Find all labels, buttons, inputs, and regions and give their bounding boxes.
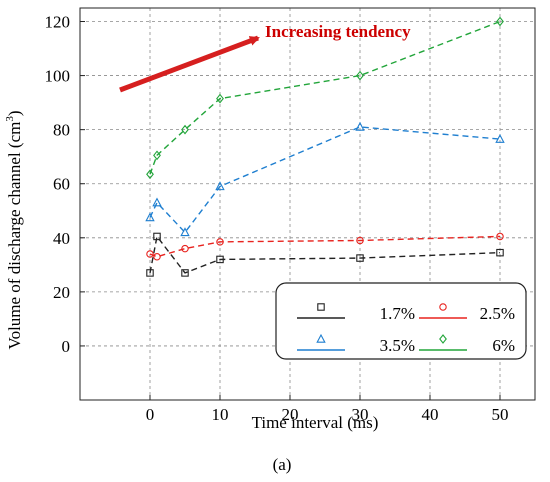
figure-caption: (a) [273, 455, 292, 474]
legend-item: 6% [419, 334, 515, 355]
data-point [356, 70, 364, 81]
data-point [496, 232, 504, 241]
data-point [216, 238, 224, 246]
y-tick-label: 120 [45, 13, 71, 32]
data-point [146, 250, 154, 258]
data-point [216, 255, 224, 264]
data-point [356, 236, 364, 245]
series-line [149, 235, 501, 258]
plot-frame [79, 7, 536, 401]
x-tick-label: 30 [352, 405, 369, 424]
data-point [153, 150, 161, 161]
x-tick-label: 50 [492, 405, 509, 424]
x-axis-label: Time interval (ms) [252, 413, 379, 432]
increasing-tendency-label: Increasing tendency [265, 22, 411, 41]
legend-swatch-marker [439, 334, 447, 344]
y-tick-label: 20 [53, 283, 70, 302]
x-tick-label: 0 [146, 405, 155, 424]
legend-label: 1.7% [380, 304, 415, 323]
data-point [496, 16, 504, 27]
y-axis-label-main: Volume of discharge channel (cm [5, 122, 24, 350]
data-point [145, 212, 155, 222]
data-point [153, 252, 161, 261]
y-axis-label-close: ) [5, 110, 24, 116]
data-point [355, 121, 365, 131]
increasing-tendency-arrow [119, 35, 260, 93]
series-line [149, 234, 501, 274]
data-point [153, 232, 161, 241]
x-tick-label: 40 [422, 405, 439, 424]
series-layer [145, 16, 505, 277]
series-1 [146, 232, 504, 277]
data-point [152, 197, 162, 207]
legend-swatch-marker [317, 303, 325, 311]
legend-swatch-marker [316, 333, 326, 343]
series-line [149, 126, 501, 234]
legend: 1.7% 2.5% 3.5% 6% [275, 282, 527, 360]
data-point [181, 124, 189, 135]
y-tick-label: 60 [53, 175, 70, 194]
legend-swatch-marker [439, 303, 447, 311]
data-point [181, 269, 189, 277]
data-point [180, 227, 190, 237]
legend-item: 1.7% [297, 303, 415, 323]
data-point [215, 181, 225, 191]
series-4 [146, 16, 504, 180]
legend-item: 3.5% [297, 333, 415, 355]
data-point [181, 244, 189, 253]
series-3 [145, 121, 505, 237]
series-line [149, 20, 501, 175]
y-axis-label-sup: 3 [4, 116, 16, 122]
x-tick-label: 10 [212, 405, 229, 424]
legend-label: 3.5% [380, 336, 415, 355]
data-point [146, 269, 154, 277]
x-axis-ticks: 0 10 20 30 40 50 [146, 395, 509, 424]
y-tick-label: 0 [62, 337, 71, 356]
y-tick-label: 100 [45, 67, 71, 86]
y-axis-ticks: 0 20 40 60 80 100 120 [45, 13, 85, 356]
legend-box [275, 282, 527, 360]
legend-label: 2.5% [480, 304, 515, 323]
data-point [495, 133, 505, 143]
y-tick-label: 40 [53, 229, 70, 248]
legend-item: 2.5% [419, 303, 515, 323]
data-point [146, 169, 154, 180]
y-tick-label: 80 [53, 121, 70, 140]
series-2 [146, 232, 504, 261]
y-axis-label: Volume of discharge channel (cm3) [4, 110, 24, 349]
legend-label: 6% [492, 336, 515, 355]
data-point [216, 93, 224, 104]
x-tick-label: 20 [282, 405, 299, 424]
data-point [496, 248, 504, 257]
data-point [356, 254, 364, 262]
